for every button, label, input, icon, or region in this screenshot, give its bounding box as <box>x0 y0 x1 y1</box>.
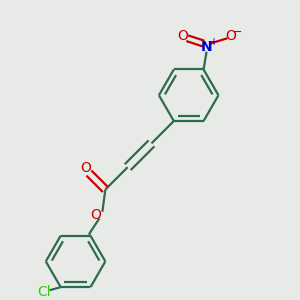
Text: O: O <box>225 29 236 43</box>
Text: O: O <box>90 208 101 222</box>
Text: −: − <box>232 26 242 39</box>
Text: O: O <box>177 29 188 43</box>
Text: +: + <box>209 37 217 47</box>
Text: N: N <box>201 40 212 54</box>
Text: Cl: Cl <box>38 285 51 299</box>
Text: O: O <box>80 161 91 175</box>
